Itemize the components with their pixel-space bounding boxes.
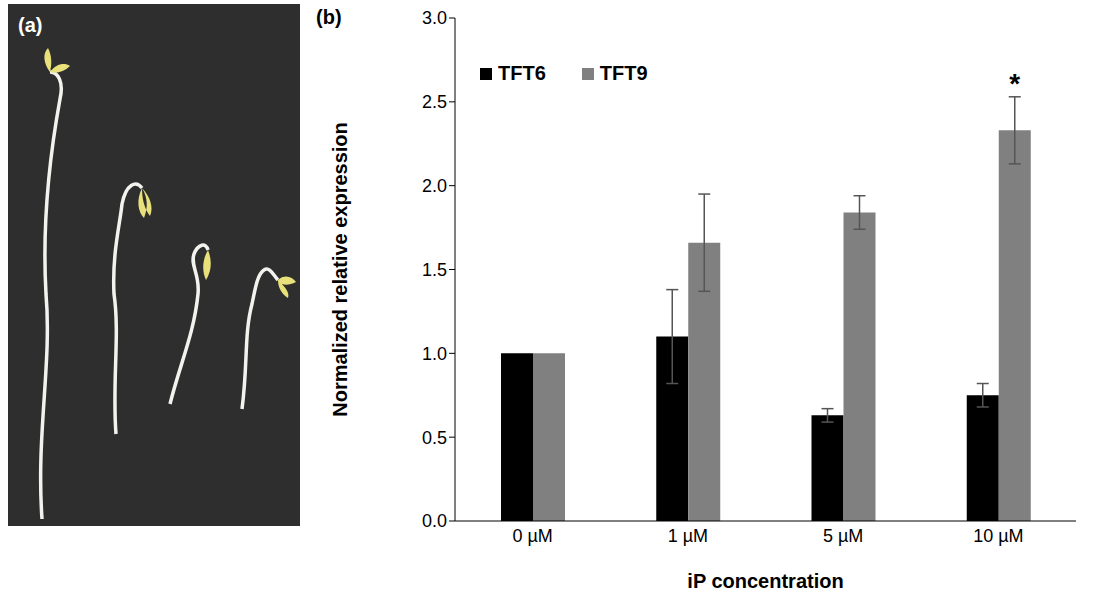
svg-text:0.5: 0.5 [422,428,447,448]
svg-text:1.0: 1.0 [422,344,447,364]
svg-text:3.0: 3.0 [422,8,447,28]
svg-text:0.0: 0.0 [422,511,447,531]
svg-text:iP concentration: iP concentration [687,570,843,592]
svg-text:*: * [1009,68,1020,99]
svg-text:2.0: 2.0 [422,176,447,196]
svg-text:1.5: 1.5 [422,260,447,280]
svg-text:1 µM: 1 µM [668,526,708,546]
svg-text:0 µM: 0 µM [512,526,552,546]
html-text:(b): (b) [316,6,342,28]
svg-text:(a): (a) [18,14,42,36]
svg-text:Normalized relative expression: Normalized relative expression [329,122,351,417]
svg-text:2.5: 2.5 [422,92,447,112]
html-text:TFT9: TFT9 [599,62,648,84]
svg-text:10 µM: 10 µM [973,526,1023,546]
html-text:TFT6: TFT6 [498,62,546,84]
svg-text:5 µM: 5 µM [823,526,863,546]
